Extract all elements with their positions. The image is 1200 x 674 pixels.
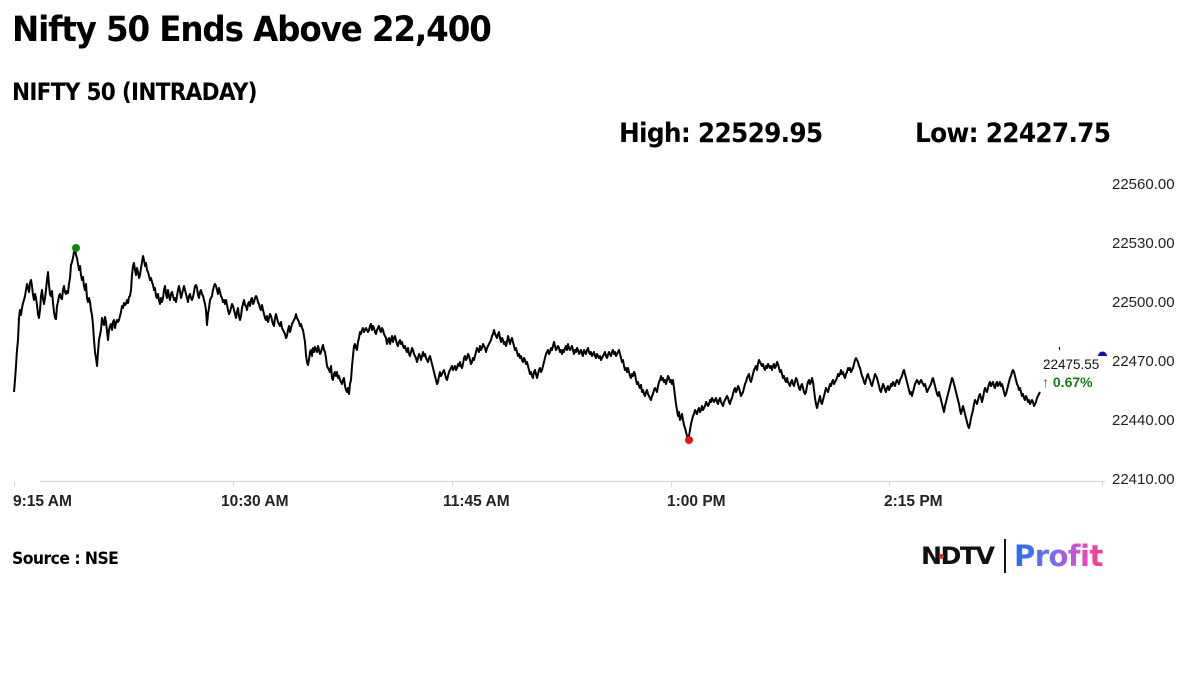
y-tick: 22530.00 [1112,235,1175,252]
profit-wordmark: Profit [1013,539,1103,573]
x-tick: 11:45 AM [443,493,510,510]
low-value-label: Low: 22427.75 [915,118,1111,149]
red-dot-icon [938,554,945,559]
y-axis: 22560.00 22530.00 22500.00 22470.00 2244… [1112,176,1175,488]
y-tick: 22410.00 [1112,471,1175,488]
x-tick: 2:15 PM [884,493,943,510]
page-title: Nifty 50 Ends Above 22,400 [12,10,492,50]
logo-divider [1003,539,1006,573]
y-tick: 22440.00 [1112,412,1175,429]
ndtv-profit-logo: NDTV Profit [921,536,1103,576]
y-tick: 22500.00 [1112,294,1175,311]
x-tick: 9:15 AM [13,493,72,510]
y-tick: 22470.00 [1112,353,1175,370]
ndtv-text: NDTV [921,542,995,570]
chart-title: NIFTY 50 (INTRADAY) [12,78,258,106]
ndtv-wordmark: NDTV [921,542,995,570]
high-marker [72,244,80,252]
last-marker [1098,351,1107,356]
x-tick: 1:00 PM [667,493,726,510]
x-tick: 10:30 AM [221,493,288,510]
high-value-label: High: 22529.95 [619,118,823,149]
intraday-line-chart: 22560.00 22530.00 22500.00 22470.00 2244… [13,176,1175,510]
price-line [13,247,1041,441]
y-tick: 22560.00 [1112,176,1175,193]
change-percent-label: ↑ 0.67% [1042,374,1093,390]
x-axis: 9:15 AM 10:30 AM 11:45 AM 1:00 PM 2:15 P… [13,480,1105,510]
last-value-label: 22475.55 [1043,357,1099,372]
low-marker [685,436,693,444]
source-label: Source : NSE [12,549,119,569]
